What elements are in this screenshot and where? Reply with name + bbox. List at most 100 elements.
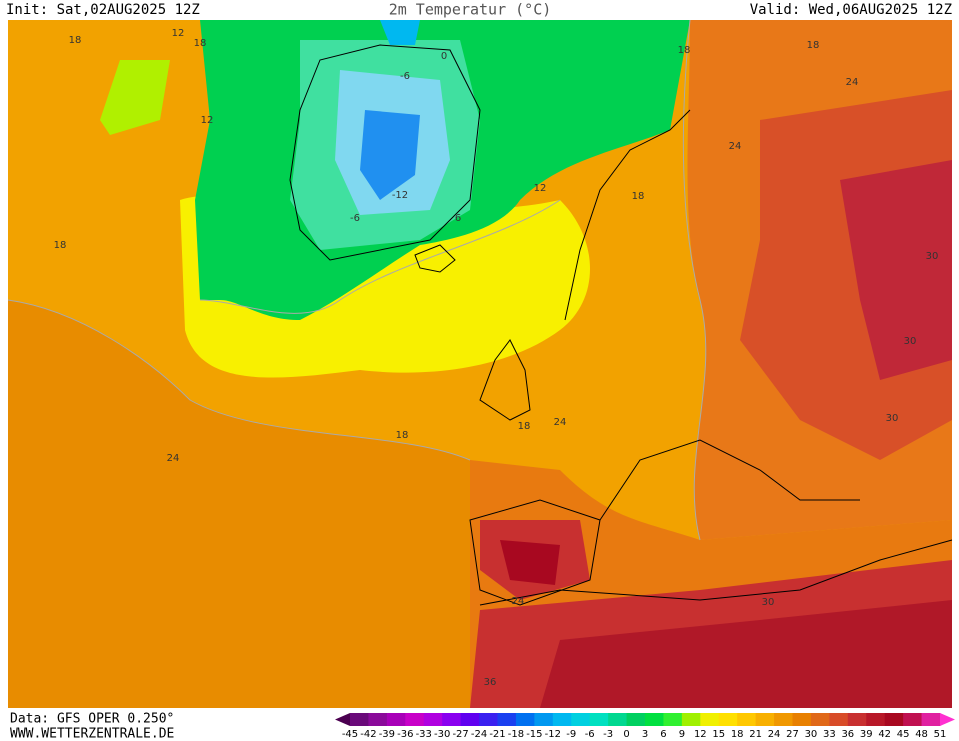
contour-label: 18 [807,40,820,51]
colorbar-label: 12 [694,729,707,740]
colorbar-swatch [552,713,572,726]
colorbar-swatch [589,713,609,726]
colorbar-swatch [423,713,443,726]
map-title: 2m Temperatur (°C) [389,1,552,19]
coastline-iberia [469,499,601,606]
field-east-hotter [840,160,952,380]
contour-label: 18 [396,430,409,441]
colorbar-swatch [774,713,793,726]
colorbar-swatch [626,713,646,726]
contour-label: 0 [441,51,447,62]
contour-label: -6 [350,213,360,224]
contour-label: 12 [534,183,547,194]
colorbar-label: 42 [878,729,891,740]
field-blue-north [380,20,420,45]
colorbar-label: 0 [623,729,629,740]
colorbar-label: -15 [526,729,542,740]
colorbar-label: 33 [823,729,836,740]
init-time: Init: Sat,02AUG2025 12Z [6,2,200,18]
contour-label: 18 [69,35,82,46]
colorbar-swatch [479,713,498,726]
field-blue [360,110,420,200]
colorbar-label: 27 [786,729,799,740]
contour-label: 24 [167,453,180,464]
contour-labels: 18 12 18 12 -6 0 -12 -6 6 12 18 18 18 18 24 24 30 30 30 18 2… [54,28,939,688]
colorbar-label: 39 [860,729,873,740]
colorbar-label: -9 [566,729,576,740]
colorbar-swatch [718,713,738,726]
colorbar-label: -33 [416,729,432,740]
contour-label: 18 [518,421,531,432]
contour-label: 30 [762,597,775,608]
contour-label: 30 [926,251,939,262]
colorbar-label: -45 [342,729,358,740]
colorbar-swatch [515,713,535,726]
coastline-britain [479,339,531,421]
colorbar-label: 15 [712,729,725,740]
colorbar-arrow [940,713,955,726]
field-lime [100,60,170,135]
valid-time: Valid: Wed,06AUG2025 12Z [750,2,952,18]
contour-label: -12 [392,190,408,201]
colorbar-swatch [847,713,867,726]
coastline-scandinavia [564,109,691,321]
colorbar-swatch [405,713,425,726]
colorbar-swatch [700,713,720,726]
colorbar-swatch [386,713,406,726]
colorbar-label: -21 [489,729,505,740]
colorbar-label: 3 [642,729,648,740]
contour-label: 24 [846,77,859,88]
colorbar-label: -18 [508,729,524,740]
contour-label: 24 [554,417,567,428]
header-bar [0,0,959,19]
colorbar-swatch [903,713,923,726]
colorbar-label: 48 [915,729,928,740]
colorbar-label: -36 [397,729,413,740]
colorbar-swatch [884,713,904,726]
colorbar-swatch [663,713,683,726]
colorbar-swatch [737,713,757,726]
colorbar-label: 9 [679,729,685,740]
contour-label: 18 [194,38,207,49]
colorbar-swatch [442,713,462,726]
colorbar-label: -27 [452,729,468,740]
colorbar-label: 18 [731,729,744,740]
colorbar-label: 36 [841,729,854,740]
coastline-africa [479,539,953,606]
colorbar-swatch [792,713,812,726]
colorbar-label: -6 [585,729,595,740]
map [7,19,953,708]
contour-label: 36 [484,677,497,688]
contour-label: -6 [400,71,410,82]
contour-label: 18 [632,191,645,202]
contour-label: 6 [455,213,461,224]
colorbar-swatch [608,713,628,726]
coastline-iceland [414,244,456,273]
colorbar-arrow [335,713,350,726]
colorbar-swatch [645,713,664,726]
isotherm [682,19,707,541]
colorbar-swatch [571,713,591,726]
contour-label: 18 [54,240,67,251]
colorbar-label: 51 [934,729,947,740]
colorbar-label: -12 [545,729,561,740]
colorbar-swatch [755,713,775,726]
field-warm-ocean [8,300,482,708]
contour-label: 18 [678,45,691,56]
colorbar-label: 21 [749,729,762,740]
data-source: Data: GFS OPER 0.250° [10,712,174,727]
contour-label: 30 [904,336,917,347]
colorbar-label: -42 [360,729,376,740]
colorbar-label: 45 [897,729,910,740]
field-africa-core [540,600,952,708]
isotherm [199,199,561,314]
colorbar-swatch [866,713,886,726]
contour-label: 24 [512,596,525,607]
contour-label: 12 [172,28,185,39]
colorbar-swatch [829,713,849,726]
colorbar-swatch [497,713,517,726]
contour-label: 30 [886,413,899,424]
colorbar-swatch [534,713,554,726]
colorbar-swatch [921,713,941,726]
